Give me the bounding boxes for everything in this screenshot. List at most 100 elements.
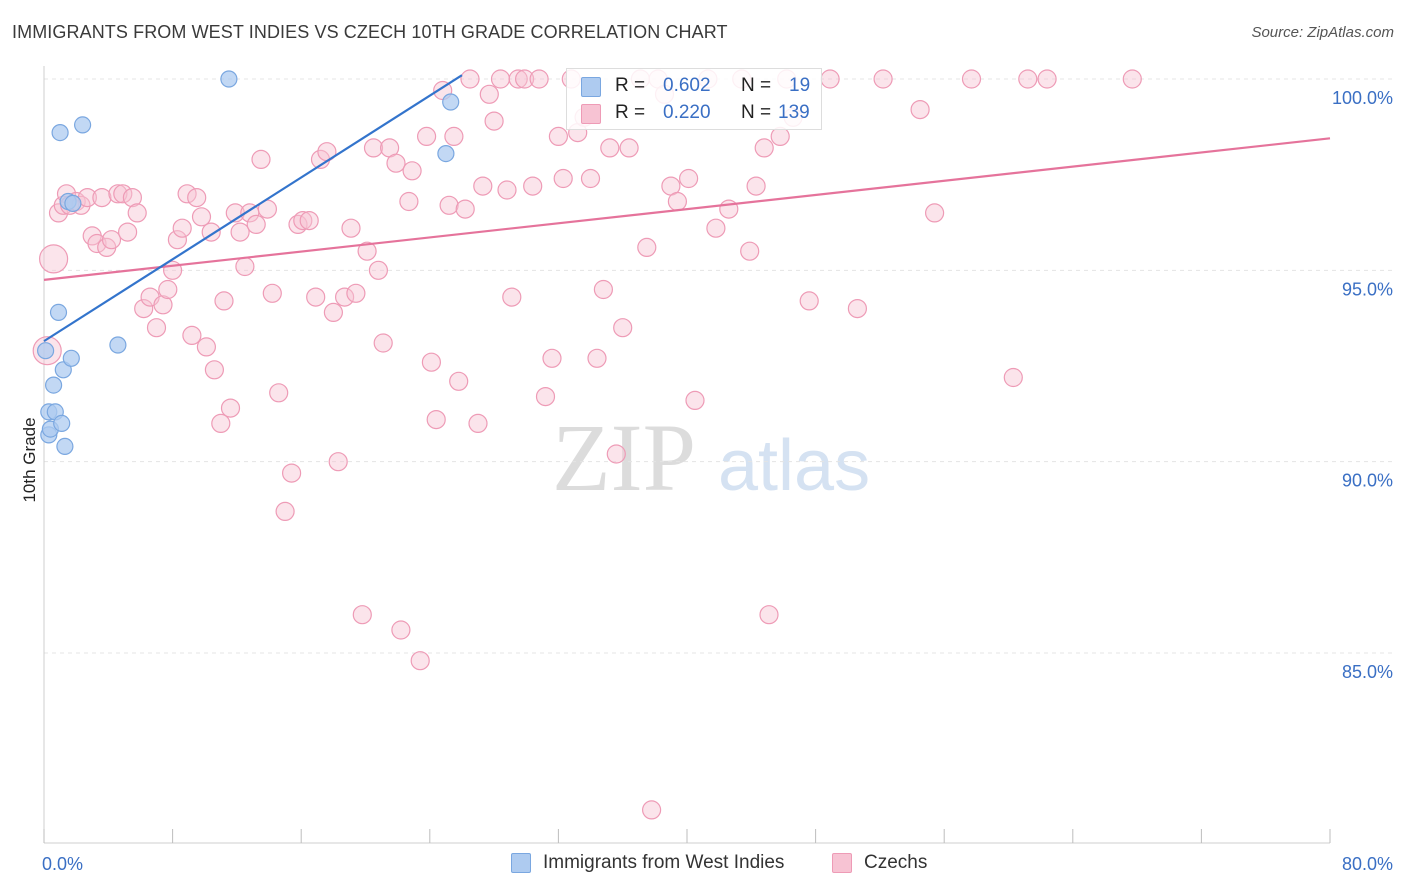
czechs-point	[637, 237, 657, 257]
czechs-point	[386, 153, 406, 173]
czechs-point	[910, 99, 930, 120]
czechs-point	[108, 184, 128, 204]
west-indies-trend-line	[43, 74, 463, 343]
czechs-point	[357, 241, 377, 261]
west-indies-points	[36, 70, 460, 455]
czechs-point	[619, 138, 639, 158]
west-indies-point	[64, 194, 82, 212]
czechs-point	[269, 383, 289, 403]
czechs-point	[548, 126, 569, 146]
czechs-point	[341, 218, 361, 238]
czechs-point	[220, 398, 241, 418]
czechs-point	[187, 188, 207, 208]
r-value: 0.220	[663, 102, 711, 123]
czechs-point	[182, 325, 202, 345]
czechs-point	[484, 111, 504, 131]
n-label: N =	[741, 75, 772, 96]
czechs-point	[593, 279, 614, 300]
czechs-point	[275, 501, 295, 521]
czechs-point	[211, 413, 231, 433]
czechs-point	[38, 244, 69, 274]
czechs-point	[191, 207, 212, 227]
czechs-point	[641, 800, 662, 820]
czechs-point	[391, 620, 411, 640]
west-indies-point	[49, 303, 68, 321]
czechs-point	[1018, 69, 1038, 89]
czechs-point	[167, 230, 187, 250]
czechs-point	[158, 279, 178, 300]
czechs-swatch	[581, 104, 601, 124]
stats-legend: R = 0.602 N = 19 R = 0.220 N = 139	[566, 68, 822, 130]
west-indies-point	[56, 437, 74, 455]
czechs-point	[449, 371, 469, 391]
czechs-point	[328, 452, 348, 472]
czechs-point	[553, 168, 573, 189]
czechs-point	[600, 138, 620, 158]
czechs-point	[1122, 69, 1142, 89]
czechs-point	[426, 410, 446, 430]
czechs-point	[497, 180, 517, 200]
west-indies-point	[62, 349, 80, 367]
czechs-point	[134, 299, 154, 319]
x-tick-label: 0.0%	[42, 854, 83, 874]
y-axis-title: 10th Grade	[20, 417, 39, 503]
tick-labels: 100.0% 95.0% 90.0% 85.0% 0.0% 80.0%	[42, 88, 1393, 874]
czechs-point	[580, 168, 601, 189]
czechs-point	[421, 352, 441, 372]
czechs-point	[399, 191, 419, 212]
chart-title: IMMIGRANTS FROM WEST INDIES VS CZECH 10T…	[12, 22, 728, 42]
czechs-point	[667, 191, 688, 212]
czechs-point	[146, 318, 167, 338]
y-tick-label: 90.0%	[1342, 471, 1393, 491]
czechs-point	[529, 69, 549, 89]
czechs-point	[961, 69, 982, 89]
czechs-point	[1037, 69, 1057, 89]
czechs-point	[113, 184, 133, 204]
r-value: 0.602	[663, 75, 711, 96]
czechs-point	[678, 168, 699, 189]
czechs-point	[101, 230, 122, 250]
axes	[43, 66, 1331, 844]
czechs-point	[455, 199, 475, 219]
czechs-point	[293, 211, 313, 231]
czechs-point	[514, 69, 535, 89]
czechs-point	[153, 295, 173, 315]
czechs-point	[196, 337, 216, 357]
west-indies-point	[442, 93, 460, 111]
czechs-point	[246, 214, 266, 234]
czechs-point	[502, 287, 522, 307]
west-indies-point	[109, 336, 127, 354]
czechs-point	[230, 222, 250, 242]
czechs-point	[460, 69, 480, 89]
czechs-trend-line	[43, 137, 1331, 281]
west-indies-point	[437, 145, 455, 163]
y-tick-label: 100.0%	[1332, 88, 1393, 108]
czechs-point	[214, 291, 234, 311]
czechs-point	[251, 149, 271, 169]
czechs-point	[847, 299, 868, 319]
czechs-point	[490, 69, 511, 89]
czechs-point	[444, 126, 464, 146]
czechs-point	[770, 126, 790, 146]
czechs-point	[235, 256, 255, 277]
y-tick-label: 95.0%	[1342, 279, 1393, 299]
czechs-point	[335, 287, 355, 307]
czechs-point	[204, 360, 224, 380]
czechs-point	[282, 463, 302, 483]
czechs-point	[820, 69, 840, 89]
y-tick-label: 85.0%	[1342, 662, 1393, 682]
czechs-point	[468, 413, 488, 433]
czechs-point	[122, 188, 142, 208]
west-indies-point	[220, 70, 238, 88]
czechs-point	[542, 348, 562, 368]
series-legend: Immigrants from West Indies Czechs	[0, 852, 1406, 878]
czechs-point	[613, 318, 633, 338]
czechs-point	[346, 283, 366, 303]
r-label: R =	[615, 102, 646, 123]
czechs-legend-swatch	[832, 853, 852, 873]
r-label: R =	[615, 75, 646, 96]
czechs-point	[873, 69, 893, 89]
czechs-point	[508, 69, 528, 89]
west-indies-point	[73, 116, 92, 134]
